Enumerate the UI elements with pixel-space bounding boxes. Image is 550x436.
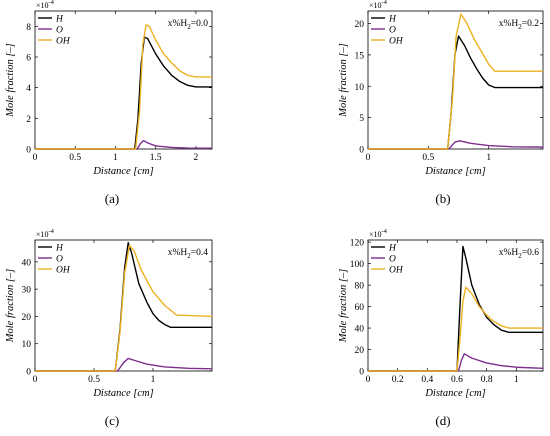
panel-label: (b): [435, 191, 450, 206]
y-tick-label: 0: [26, 368, 31, 378]
y-tick-label: 6: [26, 54, 31, 64]
x-tick-label: 0: [33, 153, 38, 163]
plot-frame: [367, 10, 544, 150]
y-axis-title: Mole fraction [–]: [338, 43, 349, 118]
series-line-oh: [368, 13, 543, 150]
legend-label-o: O: [56, 26, 63, 36]
y-tick-label: 0: [26, 146, 31, 156]
h2-fraction-annotation: x%H2=0.4: [168, 248, 209, 260]
series-line-h: [35, 36, 212, 150]
series-line-h: [368, 245, 543, 372]
x-tick-label: 1: [514, 375, 519, 385]
y-tick-label: 20: [22, 313, 32, 323]
x-tick-label: 0: [366, 153, 371, 163]
y-exponent-label: ×10-4: [36, 0, 55, 10]
h2-fraction-annotation: x%H2=0.2: [499, 19, 540, 31]
chart-panel-d: 0 0.2 0.4 0.6 0.8 1 0 20 40 60 80 100 120 ×10-4 Distan…: [338, 228, 544, 399]
series-line-o: [368, 140, 544, 150]
legend-label-oh: OH: [56, 37, 71, 47]
y-tick-label: 80: [355, 282, 365, 292]
chart-panel-a: 0 0.5 1 1.5 2 0 2 4 6 8 ×10-4 Distance [cm] Mole fra…: [5, 0, 213, 177]
x-tick-label: 0.5: [88, 375, 100, 385]
y-axis-title: Mole fraction [–]: [338, 269, 349, 344]
x-tick-label: 1: [486, 153, 491, 163]
y-exponent-label: ×10-4: [369, 0, 388, 10]
x-tick-label: 0: [33, 375, 38, 385]
x-axis-title: Distance [cm]: [424, 388, 485, 399]
y-tick-label: 10: [22, 340, 32, 350]
y-tick-label: 30: [22, 286, 32, 296]
y-tick-label: 60: [355, 303, 365, 313]
series-line-o: [35, 139, 213, 150]
y-exponent-label: ×10-4: [36, 228, 55, 239]
y-tick-label: 10: [355, 83, 365, 93]
x-tick-label: 0.5: [69, 153, 81, 163]
x-tick-label: 0.8: [481, 375, 493, 385]
legend-label-oh: OH: [56, 266, 71, 276]
x-axis-title: Distance [cm]: [424, 166, 485, 177]
plot-frame: [34, 239, 213, 372]
y-tick-label: 2: [26, 115, 31, 125]
legend-label-h: H: [388, 244, 397, 254]
y-axis-title: Mole fraction [–]: [5, 43, 16, 118]
x-axis-title: Distance [cm]: [92, 166, 153, 177]
legend-label-h: H: [55, 244, 64, 254]
panel-label: (c): [105, 413, 119, 428]
x-tick-label: 2: [194, 153, 199, 163]
legend-label-h: H: [55, 15, 64, 25]
y-tick-label: 100: [350, 260, 365, 270]
legend-label-oh: OH: [389, 266, 404, 276]
x-axis-title: Distance [cm]: [92, 388, 153, 399]
y-axis-title: Mole fraction [–]: [5, 269, 16, 344]
y-tick-label: 20: [355, 20, 365, 30]
x-tick-label: 0: [366, 375, 371, 385]
x-tick-label: 0.4: [421, 375, 433, 385]
legend-label-o: O: [389, 255, 396, 265]
x-tick-label: 1: [113, 153, 118, 163]
legend-label-h: H: [388, 15, 397, 25]
x-tick-label: 0.2: [392, 375, 404, 385]
panel-label: (d): [435, 413, 450, 428]
y-tick-label: 4: [26, 84, 31, 94]
series-line-o: [35, 357, 213, 372]
y-tick-label: 120: [350, 239, 365, 249]
x-tick-label: 0.5: [422, 153, 434, 163]
x-tick-label: 1: [151, 375, 156, 385]
y-tick-label: 8: [26, 23, 31, 33]
legend-label-oh: OH: [389, 37, 404, 47]
y-exponent-label: ×10-4: [369, 228, 388, 239]
y-tick-label: 40: [22, 258, 32, 268]
y-tick-label: 15: [355, 51, 365, 61]
x-tick-label: 1.5: [150, 153, 162, 163]
h2-fraction-annotation: x%H2=0.6: [499, 248, 540, 260]
series-line-oh: [35, 24, 212, 150]
series-line-oh: [368, 286, 543, 372]
h2-fraction-annotation: x%H2=0.0: [168, 19, 209, 31]
y-tick-label: 5: [359, 114, 364, 124]
series-line-oh: [35, 244, 213, 372]
panel-label: (a): [105, 191, 119, 206]
legend-label-o: O: [56, 255, 63, 265]
y-tick-label: 40: [355, 325, 365, 335]
y-tick-label: 0: [359, 146, 364, 156]
y-tick-label: 0: [359, 368, 364, 378]
x-tick-label: 0.6: [451, 375, 463, 385]
y-tick-label: 20: [355, 346, 365, 356]
series-line-o: [368, 353, 544, 372]
legend-label-o: O: [389, 26, 396, 36]
